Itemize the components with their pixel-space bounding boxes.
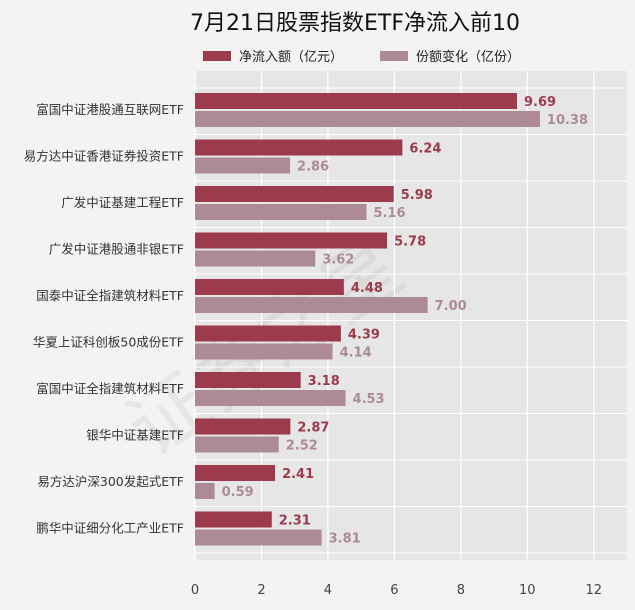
data-label: 2.52	[286, 439, 318, 454]
bar	[195, 436, 279, 453]
x-tick-label: 12	[585, 583, 602, 598]
category-label: 易方达中证香港证券投资ETF	[24, 149, 184, 164]
bar	[195, 483, 215, 499]
data-label: 10.38	[547, 113, 588, 128]
data-label: 3.18	[308, 374, 340, 389]
bar	[195, 139, 403, 156]
data-label: 2.41	[282, 467, 314, 482]
data-label: 3.81	[329, 532, 361, 547]
category-label: 国泰中证全指建筑材料ETF	[36, 288, 184, 303]
category-label: 银华中证基建ETF	[86, 428, 184, 443]
bar	[195, 465, 276, 481]
data-label: 4.53	[353, 392, 385, 407]
bar	[195, 111, 540, 127]
data-label: 3.62	[322, 253, 354, 268]
category-label: 广发中证基建工程ETF	[61, 195, 184, 210]
bar	[195, 93, 518, 109]
bar	[195, 511, 272, 528]
bar	[195, 250, 316, 267]
bar	[195, 343, 333, 360]
category-label: 富国中证全指建筑材料ETF	[36, 381, 184, 396]
chart-title: 7月21日股票指数ETF净流入前10	[190, 11, 520, 36]
data-label: 2.87	[297, 421, 329, 436]
data-label: 4.14	[340, 346, 372, 361]
data-label: 9.69	[524, 95, 556, 110]
x-tick-label: 6	[390, 583, 398, 598]
data-label: 2.86	[297, 160, 329, 175]
bar	[195, 297, 428, 313]
x-tick-label: 0	[191, 583, 199, 598]
data-label: 5.16	[373, 206, 405, 221]
x-tick-label: 2	[257, 583, 265, 598]
data-label: 4.48	[351, 281, 383, 296]
bar	[195, 279, 344, 295]
bar	[195, 325, 341, 342]
bar	[195, 418, 291, 435]
category-label: 鹏华中证细分化工产业ETF	[36, 521, 184, 536]
legend-label: 份额变化（亿份）	[416, 49, 520, 65]
bar	[195, 390, 346, 406]
data-label: 5.78	[394, 235, 426, 250]
bar	[195, 372, 301, 388]
data-label: 5.98	[401, 188, 433, 203]
category-label: 富国中证港股通互联网ETF	[36, 102, 184, 117]
category-label: 易方达沪深300发起式ETF	[37, 474, 184, 489]
bar	[195, 186, 394, 202]
x-tick-label: 4	[324, 583, 332, 598]
bar	[195, 204, 367, 220]
data-label: 0.59	[222, 485, 254, 500]
x-tick-label: 10	[519, 583, 536, 598]
x-tick-label: 8	[457, 583, 465, 598]
legend-swatch	[380, 51, 408, 61]
bar	[195, 529, 322, 546]
data-label: 4.39	[348, 328, 380, 343]
legend-label: 净流入额（亿元）	[239, 50, 343, 65]
data-label: 2.31	[279, 514, 311, 529]
bar	[195, 157, 291, 174]
legend-swatch	[203, 51, 231, 61]
category-label: 广发中证港股通非银ETF	[49, 242, 184, 257]
category-label: 华夏上证科创板50成份ETF	[33, 335, 184, 350]
data-label: 7.00	[435, 299, 467, 314]
data-label: 6.24	[409, 142, 441, 157]
bar	[195, 232, 388, 249]
